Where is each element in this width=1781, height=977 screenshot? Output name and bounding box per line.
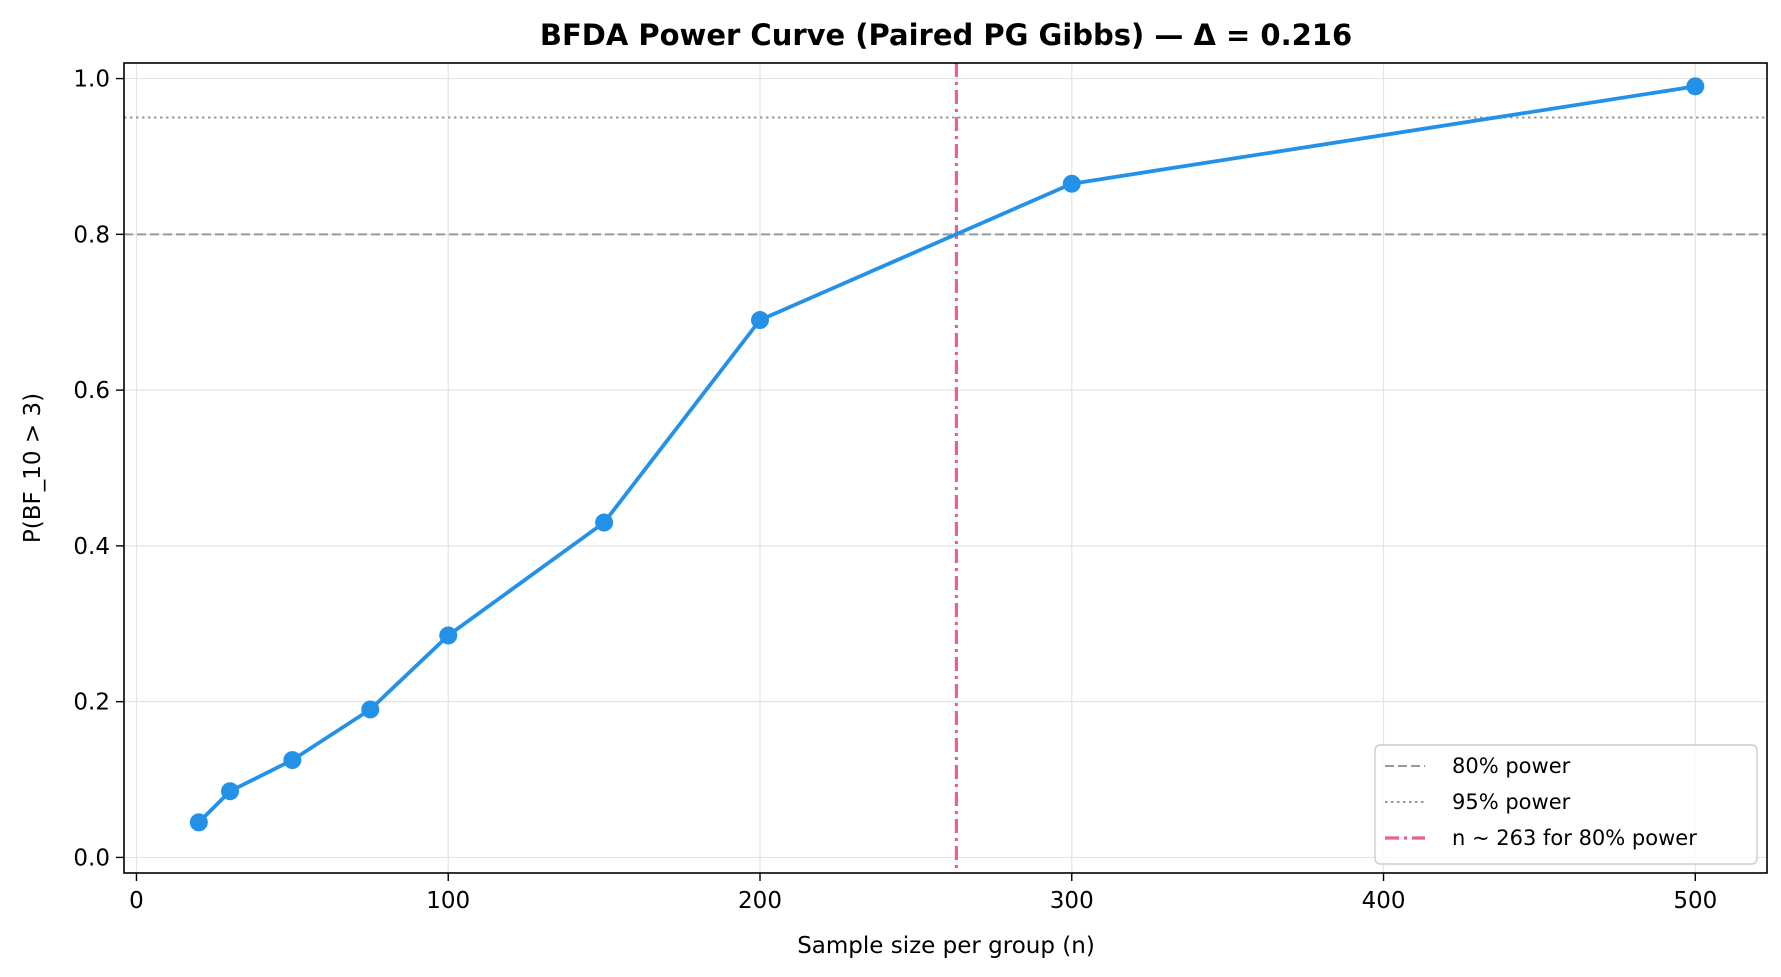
- legend-label: n ~ 263 for 80% power: [1452, 826, 1697, 850]
- chart-title: BFDA Power Curve (Paired PG Gibbs) — Δ =…: [540, 18, 1352, 52]
- data-point: [751, 311, 769, 330]
- y-tick-label: 0.0: [73, 845, 110, 871]
- y-tick-label: 0.6: [73, 378, 110, 404]
- x-tick-label: 300: [1050, 888, 1094, 914]
- data-point: [1062, 174, 1081, 193]
- data-point: [439, 626, 458, 645]
- data-point: [221, 782, 239, 801]
- y-tick-label: 0.4: [73, 534, 110, 560]
- legend-box: [1374, 744, 1758, 865]
- x-tick-label: 400: [1362, 888, 1406, 914]
- data-point: [1686, 77, 1705, 96]
- x-tick-label: 0: [129, 888, 144, 914]
- y-tick-label: 0.2: [73, 690, 110, 716]
- y-tick-label: 1.0: [73, 67, 110, 93]
- data-point: [283, 751, 302, 770]
- data-point: [595, 513, 614, 532]
- axis-ticks: 0 100 200 300 400 500 0.0 0.2 0.4 0.6 0.8 1.0: [73, 67, 1717, 914]
- x-tick-label: 200: [738, 888, 782, 914]
- legend-label: 95% power: [1452, 790, 1571, 814]
- legend: 80% power 95% power n ~ 263 for 80% power: [1374, 744, 1758, 865]
- legend-label: 80% power: [1452, 754, 1571, 778]
- y-tick-label: 0.8: [73, 222, 110, 248]
- data-point: [361, 700, 380, 719]
- x-tick-label: 500: [1673, 888, 1717, 914]
- x-tick-label: 100: [426, 888, 470, 914]
- x-axis-label: Sample size per group (n): [797, 933, 1095, 959]
- data-series: [189, 77, 1705, 832]
- data-point: [189, 813, 208, 832]
- plot-frame: [123, 62, 1768, 874]
- series-line: [196, 84, 1698, 825]
- y-axis-label: P(BF_10 > 3): [20, 393, 46, 543]
